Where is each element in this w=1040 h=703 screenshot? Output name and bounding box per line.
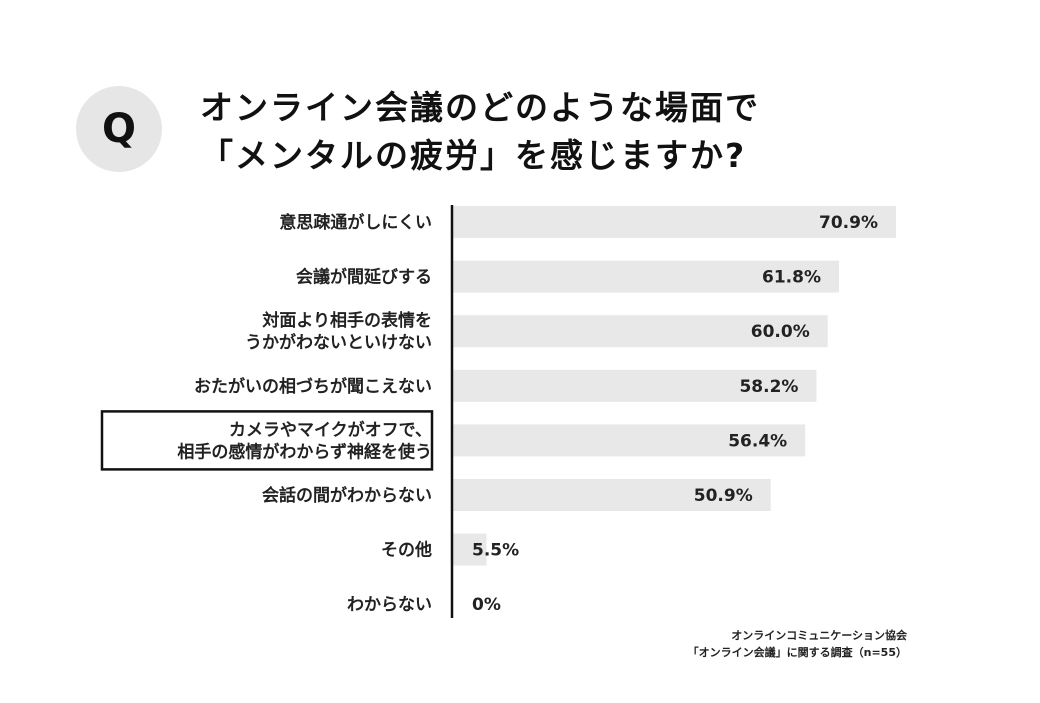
value-label-4: 56.4% (728, 431, 787, 451)
category-label-4-1: 相手の感情がわからず神経を使う (177, 441, 432, 462)
value-label-0: 70.9% (819, 213, 878, 233)
category-label-2-1: うかがわないといけない (245, 332, 432, 353)
bar-1 (452, 260, 840, 293)
chart-title: オンライン会議のどのような場面で 「メンタルの疲労」を感じますか? (200, 84, 760, 180)
bar-2 (452, 315, 828, 348)
category-label-4-0: カメラやマイクがオフで、 (229, 419, 432, 440)
category-label-7-0: わからない (347, 595, 432, 615)
question-badge: Q (76, 86, 162, 172)
title-line-1: オンライン会議のどのような場面で (200, 88, 760, 127)
bar-4 (452, 424, 806, 457)
source-note: オンラインコミュニケーション協会 「オンライン会議」に関する調査（n=55） (688, 627, 907, 661)
value-label-1: 61.8% (762, 268, 821, 288)
bar-0 (452, 206, 896, 238)
category-label-1-0: 会議が間延びする (296, 267, 432, 288)
bar-5 (452, 479, 771, 511)
value-label-3: 58.2% (739, 377, 798, 397)
category-label-6-0: その他 (381, 540, 432, 561)
value-label-7: 0% (472, 595, 501, 615)
category-label-3-0: おたがいの相づちが聞こえない (194, 376, 432, 397)
title-line-2: 「メンタルの疲労」を感じますか? (200, 136, 747, 175)
value-label-6: 5.5% (472, 541, 519, 561)
value-label-2: 60.0% (751, 322, 810, 342)
source-line-1: オンラインコミュニケーション協会 (731, 629, 907, 642)
category-label-5-0: 会話の間がわからない (262, 485, 432, 506)
highlight-box (100, 410, 434, 471)
source-line-2: 「オンライン会議」に関する調査（n=55） (687, 646, 907, 659)
bar-6 (452, 533, 487, 566)
category-label-0-0: 意思疎通がしにくい (279, 212, 432, 233)
bar-3 (452, 369, 817, 402)
value-label-5: 50.9% (694, 486, 753, 506)
category-label-2-0: 対面より相手の表情を (261, 310, 432, 331)
